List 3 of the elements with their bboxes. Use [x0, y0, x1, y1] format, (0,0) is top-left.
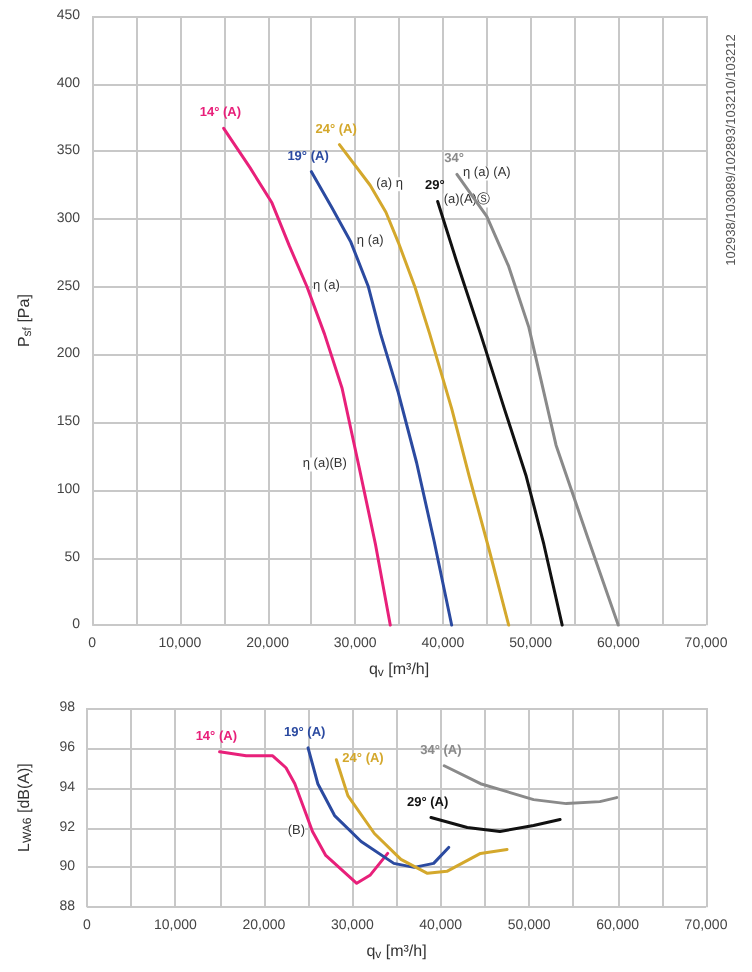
line-series — [218, 750, 390, 885]
line-series — [222, 126, 392, 627]
line-series — [429, 816, 562, 833]
